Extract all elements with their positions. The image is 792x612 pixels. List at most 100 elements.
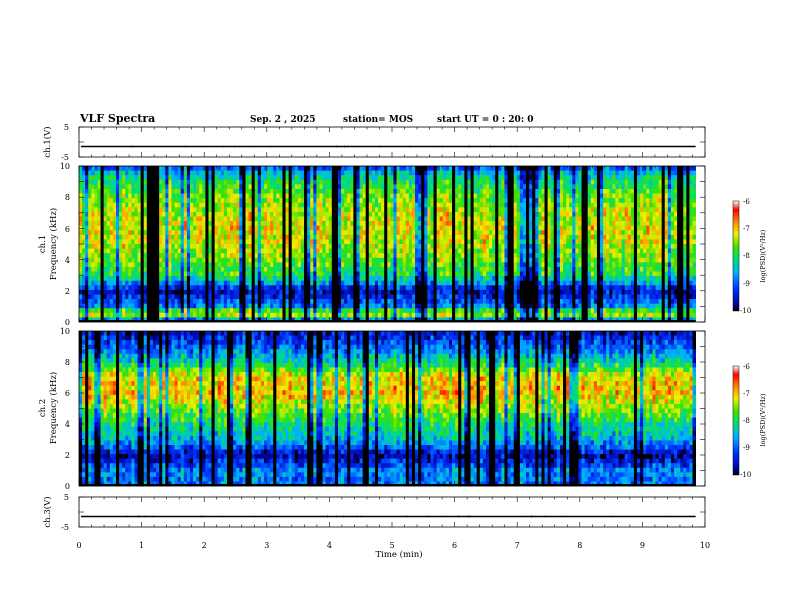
spectrogram-cell [214, 303, 219, 309]
spectrogram-cell [384, 285, 388, 291]
spectrogram-cell [331, 179, 336, 185]
spectrogram-cell [260, 312, 265, 318]
spectrogram-cell [452, 253, 456, 259]
spectrogram-cell [202, 234, 206, 240]
spectrogram-cell [260, 262, 265, 268]
spectrogram-cell [430, 271, 434, 277]
spectrogram-cell [430, 234, 434, 240]
spectrogram-cell [230, 188, 234, 194]
ch1-ytick-top: 5 [64, 123, 69, 132]
spectrogram-cell [79, 193, 83, 199]
spectrogram-cell [285, 230, 290, 236]
spectrogram-cell [467, 271, 471, 277]
spectrogram-cell [316, 271, 320, 277]
spectrogram-cell [112, 239, 117, 245]
spectrogram-cell [378, 202, 382, 208]
spectrogram-cell [251, 253, 256, 259]
spectrogram-cell [131, 271, 135, 277]
spectrogram-cell [140, 276, 145, 282]
spectrogram-cell [125, 234, 129, 240]
spectrogram-cell [217, 184, 222, 190]
spectrogram-cell [137, 253, 142, 259]
spectrogram-cell [452, 294, 456, 300]
spectrogram-cell [436, 244, 441, 249]
spectrogram-cell [297, 188, 302, 194]
spectrogram-cell [125, 317, 129, 323]
spectrogram-cell [476, 175, 481, 181]
spectrogram-cell [288, 170, 293, 176]
spectrogram-cell [257, 289, 262, 295]
spectrogram-cell [236, 276, 240, 282]
spectrogram-cell [325, 317, 330, 323]
spectrogram-cell [239, 179, 243, 185]
spectrogram-cell [384, 211, 388, 217]
spectrogram-cell [341, 289, 345, 295]
spectrogram-cell [439, 285, 444, 291]
spectrogram-cell [492, 299, 496, 305]
spectrogram-cell [143, 230, 148, 236]
spectrogram-cell [470, 216, 475, 222]
spectrogram-cell [94, 276, 98, 282]
spectrogram-cell [162, 317, 166, 323]
spectrogram-cell [254, 303, 259, 309]
spectrogram-cell [458, 188, 462, 194]
spectrogram-cell [408, 262, 413, 268]
spectrogram-cell [128, 239, 132, 245]
spectrogram-cell [347, 276, 351, 282]
spectrogram-cell [239, 225, 243, 231]
spectrogram-cell [368, 266, 373, 272]
spectrogram-cell [436, 221, 441, 227]
spectrogram-cell [479, 299, 484, 305]
spectrogram-cell [507, 266, 512, 272]
spectrogram-cell [387, 248, 391, 254]
spectrogram-cell [97, 253, 101, 259]
spectrogram-cell [288, 257, 293, 263]
spectrogram-cell [149, 253, 154, 259]
spectrogram-cell [408, 303, 413, 309]
spectrogram-cell [331, 230, 336, 236]
spectrogram-cell [297, 289, 302, 295]
spectrogram-cell [482, 257, 487, 263]
spectrogram-cell [452, 225, 456, 231]
spectrogram-cell [328, 234, 333, 240]
spectrogram-cell [365, 207, 370, 213]
spectrogram-cell [220, 285, 225, 291]
spectrogram-cell [448, 234, 453, 240]
spectrogram-cell [168, 211, 172, 217]
spectrogram-cell [433, 221, 438, 227]
spectrogram-cell [371, 253, 376, 259]
spectrogram-cell [378, 188, 382, 194]
spectrogram-cell [208, 211, 212, 217]
spectrogram-cell [220, 234, 225, 240]
spectrogram-cell [251, 312, 256, 318]
spectrogram-cell [94, 244, 98, 249]
spectrogram-cell [304, 170, 308, 176]
spectrogram-cell [322, 253, 327, 259]
spectrogram-cell [347, 271, 351, 277]
spectrogram-cell [291, 234, 296, 240]
spectrogram-cell [180, 202, 185, 208]
spectrogram-cell [106, 179, 111, 185]
spectrogram-cell [202, 257, 206, 263]
spectrogram-cell [430, 170, 434, 176]
spectrogram-cell [501, 266, 505, 272]
spectrogram-cell [156, 312, 160, 318]
spectrogram-cell [193, 266, 197, 272]
spectrogram-cell [137, 266, 142, 272]
spectrogram-cell [183, 230, 188, 236]
spectrogram-cell [513, 184, 518, 190]
spectrogram-cell [137, 230, 142, 236]
spectrogram-cell [319, 285, 323, 291]
spectrogram-cell [106, 317, 111, 323]
spectrogram-cell [285, 175, 290, 181]
spectrogram-cell [485, 244, 490, 249]
spectrogram-cell [263, 248, 268, 254]
spectrogram-cell [248, 248, 253, 254]
spectrogram-cell [162, 262, 166, 268]
spectrogram-cell [180, 166, 185, 171]
spectrogram-cell [390, 239, 394, 245]
spectrogram-cell [334, 207, 339, 213]
spectrogram-cell [233, 211, 237, 217]
spectrogram-cell [442, 216, 447, 222]
spectrogram-cell [291, 262, 296, 268]
